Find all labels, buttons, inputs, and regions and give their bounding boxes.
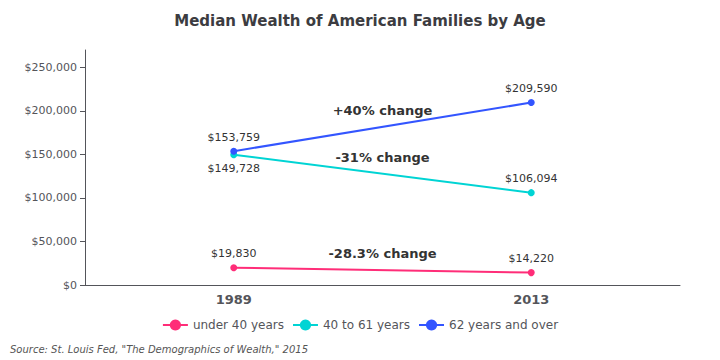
svg-text:$50,000: $50,000 — [32, 235, 78, 248]
svg-text:+40% change: +40% change — [333, 103, 433, 118]
svg-text:$106,094: $106,094 — [505, 172, 558, 185]
svg-text:$250,000: $250,000 — [25, 61, 78, 74]
svg-text:$0: $0 — [63, 279, 77, 292]
svg-text:$153,759: $153,759 — [208, 131, 261, 144]
svg-text:40 to 61 years: 40 to 61 years — [323, 318, 410, 332]
svg-text:$149,728: $149,728 — [208, 162, 261, 175]
svg-text:$19,830: $19,830 — [211, 247, 257, 260]
svg-text:2013: 2013 — [513, 292, 549, 307]
svg-text:-31% change: -31% change — [335, 150, 429, 165]
svg-text:$100,000: $100,000 — [25, 191, 78, 204]
svg-text:under 40 years: under 40 years — [193, 318, 284, 332]
svg-text:$14,220: $14,220 — [509, 252, 555, 265]
svg-text:1989: 1989 — [216, 292, 252, 307]
svg-text:$200,000: $200,000 — [25, 104, 78, 117]
svg-text:$150,000: $150,000 — [25, 148, 78, 161]
svg-text:$209,590: $209,590 — [505, 82, 558, 95]
svg-text:Median Wealth of American Fami: Median Wealth of American Families by Ag… — [174, 12, 546, 30]
svg-text:Source: St. Louis Fed, "The De: Source: St. Louis Fed, "The Demographics… — [10, 344, 308, 355]
svg-text:62 years and over: 62 years and over — [449, 318, 558, 332]
svg-text:-28.3% change: -28.3% change — [328, 246, 436, 261]
